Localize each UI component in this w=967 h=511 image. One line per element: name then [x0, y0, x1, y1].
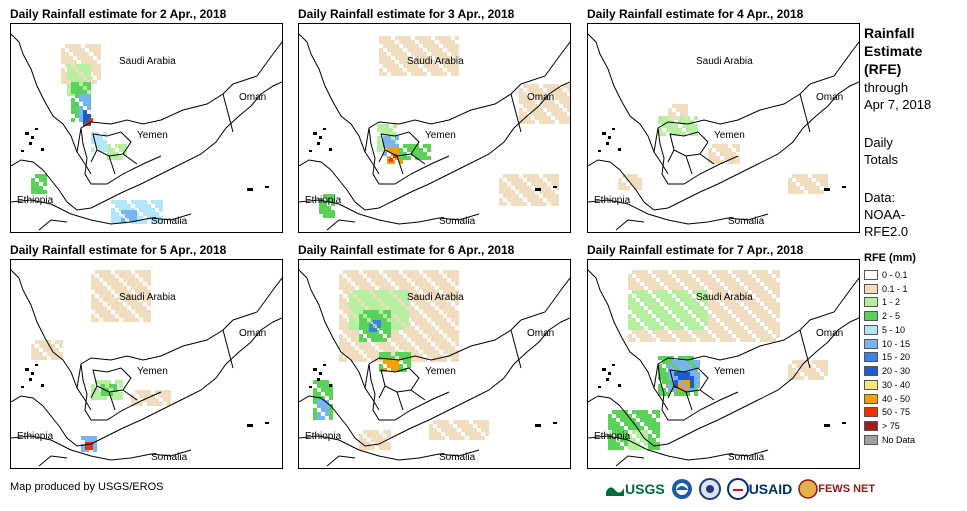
- map-panel-4: Saudi Arabia Oman Yemen Ethiopia Somalia: [10, 259, 283, 469]
- legend-label: > 75: [882, 421, 900, 432]
- usgs-logo: USGS: [605, 481, 665, 497]
- legend-item: 1 - 2: [864, 296, 915, 310]
- legend-item: No Data: [864, 433, 915, 447]
- daily-totals: Daily Totals: [864, 135, 898, 167]
- legend-swatch: [864, 338, 878, 349]
- label-oman: Oman: [816, 328, 844, 339]
- usaid-seal-icon: [726, 478, 749, 500]
- label-saudi-arabia: Saudi Arabia: [407, 292, 464, 303]
- label-oman: Oman: [239, 328, 267, 339]
- label-ethiopia: Ethiopia: [17, 431, 54, 442]
- map-panel-5: Saudi Arabia Oman Yemen Ethiopia Somalia: [298, 259, 571, 469]
- legend-label: No Data: [882, 434, 916, 445]
- legend-item: 30 - 40: [864, 378, 915, 392]
- credit-text: Map produced by USGS/EROS: [10, 481, 164, 493]
- label-yemen: Yemen: [425, 366, 456, 377]
- legend-label: 1 - 2: [882, 297, 901, 308]
- legend-item: 40 - 50: [864, 392, 915, 406]
- data-source: Data: NOAA- RFE2.0: [864, 190, 909, 239]
- logo-strip: USGS USAID FEWS NET: [605, 478, 875, 500]
- legend-title: RFE (mm): [864, 252, 916, 264]
- legend-swatch: [864, 379, 878, 390]
- label-oman: Oman: [816, 92, 844, 103]
- usaid-logo: USAID: [726, 478, 792, 500]
- legend-label: 50 - 75: [882, 407, 911, 418]
- label-somalia: Somalia: [151, 452, 188, 463]
- label-yemen: Yemen: [714, 130, 745, 141]
- legend-swatch: [864, 324, 878, 335]
- legend-swatch: [864, 311, 878, 322]
- label-somalia: Somalia: [439, 452, 476, 463]
- label-somalia: Somalia: [728, 216, 765, 227]
- rfe-title: Rainfall Estimate (RFE): [864, 25, 923, 77]
- dhs-seal-icon: [698, 478, 721, 500]
- label-oman: Oman: [527, 328, 555, 339]
- legend-swatch: [864, 283, 878, 294]
- fewsnet-logo: FEWS NET: [798, 479, 875, 499]
- legend-item: 50 - 75: [864, 406, 915, 420]
- legend-swatch: [864, 434, 878, 445]
- label-ethiopia: Ethiopia: [305, 431, 342, 442]
- label-saudi-arabia: Saudi Arabia: [119, 292, 176, 303]
- legend-swatch: [864, 366, 878, 377]
- legend-label: 0.1 - 1: [882, 283, 908, 294]
- legend-label: 20 - 30: [882, 366, 911, 377]
- panel-title-6: Daily Rainfall estimate for 7 Apr., 2018: [587, 243, 804, 257]
- label-ethiopia: Ethiopia: [17, 195, 54, 206]
- legend-item: 0 - 0.1: [864, 268, 915, 282]
- legend-item: 10 - 15: [864, 337, 915, 351]
- legend-item: 5 - 10: [864, 323, 915, 337]
- legend-label: 0 - 0.1: [882, 269, 908, 280]
- label-somalia: Somalia: [728, 452, 765, 463]
- legend-item: 0.1 - 1: [864, 282, 915, 296]
- legend-label: 10 - 15: [882, 338, 911, 349]
- label-somalia: Somalia: [439, 216, 476, 227]
- label-yemen: Yemen: [137, 366, 168, 377]
- map-panel-1: Saudi Arabia Oman Yemen Ethiopia Somalia: [10, 23, 283, 233]
- panel-title-5: Daily Rainfall estimate for 6 Apr., 2018: [298, 243, 515, 257]
- label-somalia: Somalia: [151, 216, 188, 227]
- label-ethiopia: Ethiopia: [594, 195, 631, 206]
- legend-swatch: [864, 352, 878, 363]
- legend-label: 5 - 10: [882, 324, 906, 335]
- legend-swatch: [864, 269, 878, 280]
- label-yemen: Yemen: [425, 130, 456, 141]
- map-panel-3: Saudi Arabia Oman Yemen Ethiopia Somalia: [587, 23, 860, 233]
- label-yemen: Yemen: [714, 366, 745, 377]
- panel-title-4: Daily Rainfall estimate for 5 Apr., 2018: [10, 243, 227, 257]
- legend-label: 15 - 20: [882, 352, 911, 363]
- map-panel-2: Saudi Arabia Oman Yemen Ethiopia Somalia: [298, 23, 571, 233]
- label-saudi-arabia: Saudi Arabia: [696, 292, 753, 303]
- label-saudi-arabia: Saudi Arabia: [407, 56, 464, 67]
- legend-item: 15 - 20: [864, 351, 915, 365]
- label-ethiopia: Ethiopia: [305, 195, 342, 206]
- legend: 0 - 0.1 0.1 - 1 1 - 2 2 - 5 5 - 10 10 - 15 15 …: [864, 268, 915, 447]
- fewsnet-globe-icon: [798, 479, 818, 499]
- panel-title-2: Daily Rainfall estimate for 3 Apr., 2018: [298, 7, 515, 21]
- legend-item: 20 - 30: [864, 364, 915, 378]
- legend-swatch: [864, 297, 878, 308]
- legend-item: 2 - 5: [864, 309, 915, 323]
- panel-title-1: Daily Rainfall estimate for 2 Apr., 2018: [10, 7, 227, 21]
- panel-title-3: Daily Rainfall estimate for 4 Apr., 2018: [587, 7, 804, 21]
- label-ethiopia: Ethiopia: [594, 431, 631, 442]
- label-oman: Oman: [527, 92, 555, 103]
- legend-item: > 75: [864, 419, 915, 433]
- legend-label: 40 - 50: [882, 393, 911, 404]
- legend-label: 2 - 5: [882, 311, 901, 322]
- legend-swatch: [864, 393, 878, 404]
- label-yemen: Yemen: [137, 130, 168, 141]
- map-panel-6: Saudi Arabia Oman Yemen Ethiopia Somalia: [587, 259, 860, 469]
- label-saudi-arabia: Saudi Arabia: [119, 56, 176, 67]
- legend-swatch: [864, 407, 878, 418]
- legend-label: 30 - 40: [882, 379, 911, 390]
- label-saudi-arabia: Saudi Arabia: [696, 56, 753, 67]
- noaa-logo-icon: [671, 479, 692, 499]
- legend-swatch: [864, 421, 878, 432]
- label-oman: Oman: [239, 92, 267, 103]
- usgs-wave-icon: [606, 487, 624, 496]
- through-date: through Apr 7, 2018: [864, 80, 932, 112]
